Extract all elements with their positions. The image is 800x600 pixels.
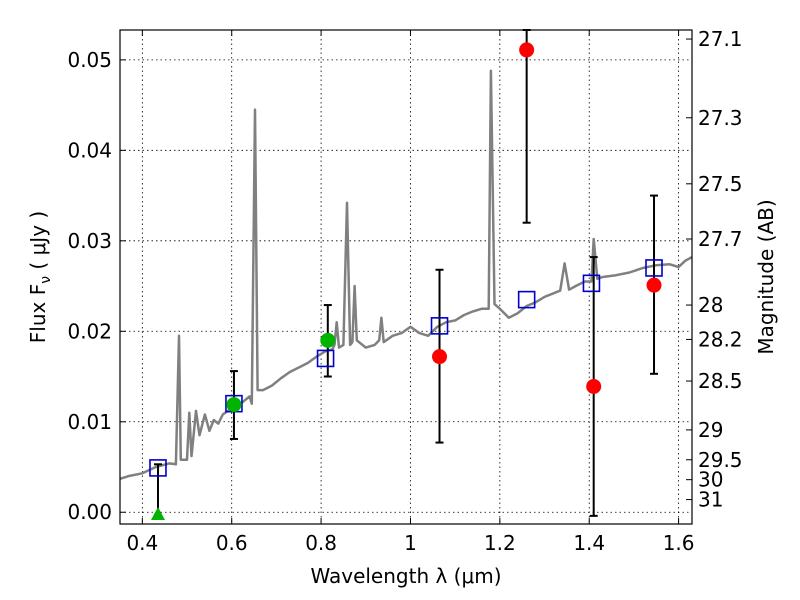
y2-tick-label: 27.7 [698,227,743,251]
x-tick-label: 0.8 [305,531,337,555]
green-triangle [150,506,165,520]
red-point [519,42,535,58]
y2-axis-label: Magnitude (AB) [754,199,778,354]
plot-frame [119,29,693,525]
model-point [149,459,167,477]
spectrum-line [119,69,693,480]
y-tick-label: 0.03 [67,229,112,253]
y2-tick-label: 27.1 [698,27,743,51]
y-tick-label: 0.04 [67,138,112,162]
model-point [645,259,663,277]
marker-layer [149,29,663,520]
y-axis-label-unit: ( μJy ) [26,211,50,276]
model-point [316,349,335,368]
model-point [582,274,601,293]
y2-tick-label: 28.2 [698,327,743,351]
axis-layer: 0.4 0.6 0.8 1 1.2 1.4 1.6 0.00 0.01 0.02 0.03 0.04 0… [67,27,742,555]
y2-tick-label: 31 [698,488,723,512]
red-point [432,349,448,365]
x-tick-label: 0.6 [216,531,248,555]
x-tick-label: 1.2 [484,531,516,555]
x-tick-label: 1 [404,531,417,555]
y2-tick-label: 27.5 [698,172,743,196]
green-point [226,397,242,413]
y2-tick-label: 29 [698,418,723,442]
x-axis-label: Wavelength λ (μm) [310,564,501,588]
x-tick-label: 0.4 [126,531,158,555]
y-axis-label-sub: ν [38,276,54,284]
y2-tick-label: 29.5 [698,448,743,472]
y-axis-label-main: Flux F [26,284,50,343]
grid-layer [120,30,692,524]
y2-tick-label: 30 [698,468,723,492]
green-point [320,332,336,348]
y2-tick-label: 27.3 [698,106,743,130]
red-point [586,378,602,394]
x-tick-label: 1.4 [573,531,605,555]
y-tick-label: 0.00 [67,500,112,524]
model-point [517,290,536,309]
y-tick-label: 0.02 [67,319,112,343]
y-axis-label: Flux Fν ( μJy ) [26,211,54,343]
y-tick-label: 0.05 [67,48,112,72]
y2-tick-label: 28 [698,293,723,317]
red-point [646,277,662,293]
y2-tick-label: 28.5 [698,369,743,393]
y-tick-label: 0.01 [67,410,112,434]
model-point [430,317,449,335]
x-tick-label: 1.6 [663,531,695,555]
series-layer [119,69,693,480]
